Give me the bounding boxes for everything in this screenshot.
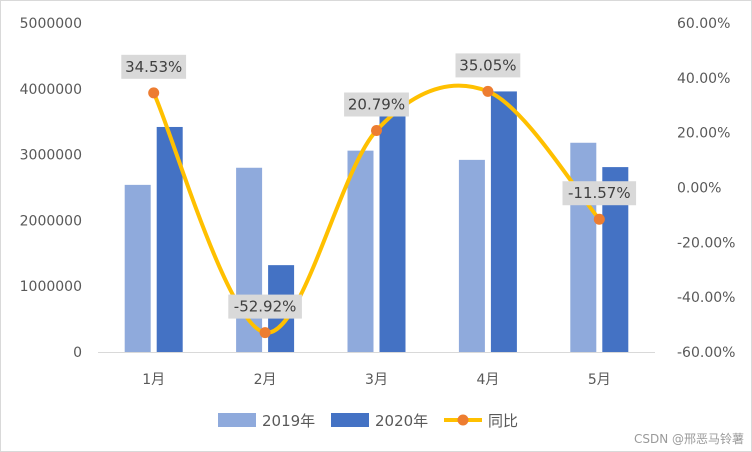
bar-2020年-3月 [379, 108, 406, 352]
y-right-tick-label: -40.00% [677, 290, 735, 306]
legend-label: 2020年 [375, 412, 428, 430]
legend-label: 2019年 [262, 412, 315, 430]
bar-2019年-1月 [124, 184, 151, 352]
axes-layer: 0 1000000 2000000 3000000 4000000 5000000 -60.… [20, 16, 736, 388]
y-left-tick-label: 1000000 [20, 279, 82, 295]
legend-swatch-2020年 [331, 413, 369, 427]
data-label: -52.92% [234, 298, 297, 316]
x-tick-label: 4月 [476, 372, 499, 388]
y-left-tick-label: 5000000 [20, 16, 82, 32]
y-left-tick-label: 2000000 [20, 213, 82, 229]
y-right-tick-label: 20.00% [677, 126, 730, 142]
y-left-tick-label: 3000000 [20, 148, 82, 164]
data-label-box [344, 92, 409, 117]
line-同比 [151, 83, 602, 335]
y-right-tick-label: 60.00% [677, 16, 730, 32]
bar-2020年-4月 [490, 91, 517, 352]
y-right-tick-label: -20.00% [677, 235, 735, 251]
legend: 2019年 2020年 同比 [218, 412, 518, 430]
legend-label: 同比 [488, 412, 518, 430]
x-tick-label: 1月 [142, 372, 165, 388]
data-label-box [562, 181, 637, 206]
line-point-1月 [148, 87, 160, 99]
x-tick-label: 2月 [254, 372, 277, 388]
data-label-box [455, 53, 521, 78]
line-point-2月 [259, 327, 271, 339]
bar-2019年-5月 [570, 142, 597, 352]
line-point-4月 [482, 85, 494, 97]
data-labels-layer: 34.53% -52.92% 20.79% 35.05% -11.57% [121, 53, 637, 319]
line-point-5月 [593, 213, 605, 225]
line-point-3月 [371, 125, 382, 137]
y-left-tick-label: 4000000 [20, 82, 82, 98]
watermark: CSDN @邢恶马铃薯 [634, 431, 744, 446]
x-tick-label: 3月 [365, 372, 388, 388]
y-left-tick-label: 0 [73, 345, 82, 361]
data-label: 20.79% [348, 96, 405, 114]
line-layer [148, 83, 605, 339]
bar-2019年-3月 [347, 150, 374, 352]
bar-2019年-2月 [236, 167, 263, 352]
data-label: 35.05% [459, 56, 516, 74]
legend-marker [457, 414, 469, 426]
data-label: -11.57% [568, 184, 631, 202]
y-right-tick-label: 40.00% [677, 71, 730, 87]
x-tick-label: 5月 [588, 372, 611, 388]
y-right-tick-label: -60.00% [677, 345, 735, 361]
data-label-box [228, 294, 302, 319]
y-right-tick-label: 0.00% [677, 181, 721, 197]
data-label-box [121, 54, 187, 79]
data-label: 34.53% [125, 58, 182, 76]
bar-2019年-4月 [458, 159, 485, 352]
legend-swatch-2019年 [218, 413, 256, 427]
